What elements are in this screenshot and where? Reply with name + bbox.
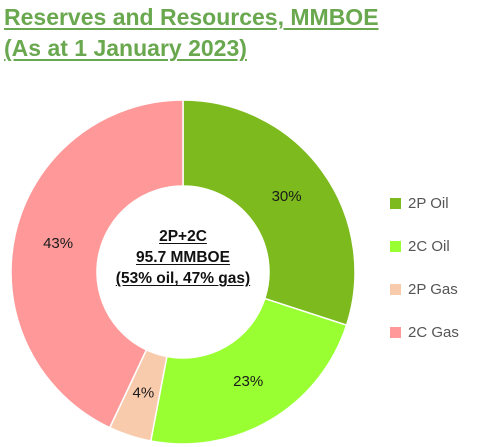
chart-title-line2: (As at 1 January 2023) [4, 35, 247, 61]
slice-label-2p-oil: 30% [272, 188, 302, 205]
chart-legend: 2P Oil 2C Oil 2P Gas 2C Gas [390, 192, 480, 364]
slice-label-2c-oil: 23% [233, 373, 263, 390]
legend-label: 2C Gas [408, 323, 459, 341]
legend-label: 2P Gas [408, 280, 458, 298]
slice-2c-oil [149, 297, 348, 445]
center-line-3: (53% oil, 47% gas) [115, 270, 251, 287]
center-line-1: 2P+2C [159, 228, 207, 245]
chart-title: Reserves and Resources, MMBOE (As at 1 J… [4, 2, 379, 64]
legend-item-2p-gas: 2P Gas [390, 278, 480, 300]
legend-item-2c-oil: 2C Oil [390, 235, 480, 257]
slice-label-2p-gas: 4% [133, 385, 155, 402]
slice-2p-oil [182, 99, 356, 327]
donut-center-text: 2P+2C 95.7 MMBOE (53% oil, 47% gas) [86, 226, 280, 289]
legend-label: 2P Oil [408, 194, 449, 212]
legend-swatch [390, 283, 401, 295]
slice-label-2c-gas: 43% [43, 235, 73, 252]
chart-title-line1: Reserves and Resources, MMBOE [4, 4, 379, 30]
donut-slices [10, 99, 356, 445]
legend-item-2c-gas: 2C Gas [390, 321, 480, 343]
legend-swatch [390, 197, 401, 209]
slice-labels: 30% 23% 4% 43% [43, 188, 302, 402]
legend-swatch [390, 326, 401, 338]
legend-swatch [390, 240, 401, 252]
slice-2c-gas [10, 99, 184, 429]
legend-item-2p-oil: 2P Oil [390, 192, 480, 214]
legend-label: 2C Oil [408, 237, 450, 255]
center-line-2: 95.7 MMBOE [136, 249, 230, 266]
